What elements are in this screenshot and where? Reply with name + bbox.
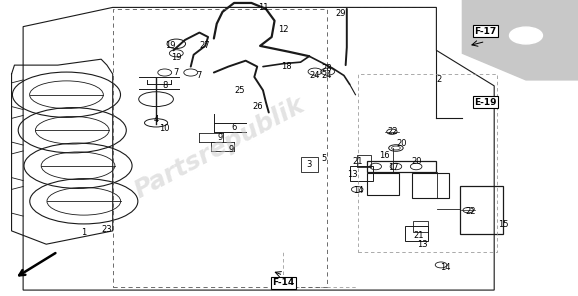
Text: 20: 20 [411,157,421,166]
Text: 24: 24 [321,71,332,80]
Circle shape [509,27,542,44]
Text: 28: 28 [321,64,332,73]
Text: 20: 20 [397,139,407,148]
Bar [358,74,497,252]
Text: 14: 14 [353,186,364,195]
Text: 26: 26 [252,102,262,111]
Text: 22: 22 [388,127,398,136]
Bar [460,186,503,234]
Text: E-19: E-19 [475,98,497,107]
Text: F-14: F-14 [272,278,294,287]
Bar [367,173,399,195]
Text: 25: 25 [235,86,245,95]
Bar [113,9,327,287]
Text: 18: 18 [281,62,291,71]
Text: 9: 9 [217,133,223,142]
Bar [367,161,436,172]
Text: 21: 21 [414,231,424,240]
Text: 27: 27 [200,41,210,50]
Text: 11: 11 [258,3,268,12]
Bar [412,173,449,198]
Text: 13: 13 [347,170,358,179]
Text: 16: 16 [379,151,390,160]
Text: 29: 29 [336,9,346,18]
Text: 23: 23 [102,225,112,234]
Polygon shape [462,0,578,80]
Text: 15: 15 [498,221,508,229]
Text: 17: 17 [388,163,398,172]
Text: 6: 6 [231,123,237,132]
Bar [413,221,428,232]
Text: 21: 21 [352,157,362,166]
Text: 12: 12 [278,25,288,34]
Bar [301,157,318,172]
Text: 10: 10 [160,124,170,133]
Polygon shape [483,13,569,58]
Text: 7: 7 [197,71,202,80]
Text: 22: 22 [466,207,476,216]
Text: 2: 2 [436,75,442,84]
Bar [350,166,373,181]
Text: 8: 8 [162,81,168,90]
Text: 19: 19 [171,53,181,62]
Text: Partsrepublik: Partsrepublik [130,93,309,203]
Text: 13: 13 [417,240,427,249]
Text: F-17: F-17 [475,27,497,36]
Text: 24: 24 [310,71,320,80]
Text: 9: 9 [228,145,234,154]
Text: 14: 14 [440,263,450,272]
Text: 4: 4 [153,115,159,124]
Text: 7: 7 [173,68,179,77]
Text: 1: 1 [81,228,87,237]
Text: 19: 19 [165,41,176,50]
Text: 3: 3 [306,160,312,169]
Text: 5: 5 [321,154,327,163]
Bar [357,155,371,167]
Bar [405,226,428,241]
